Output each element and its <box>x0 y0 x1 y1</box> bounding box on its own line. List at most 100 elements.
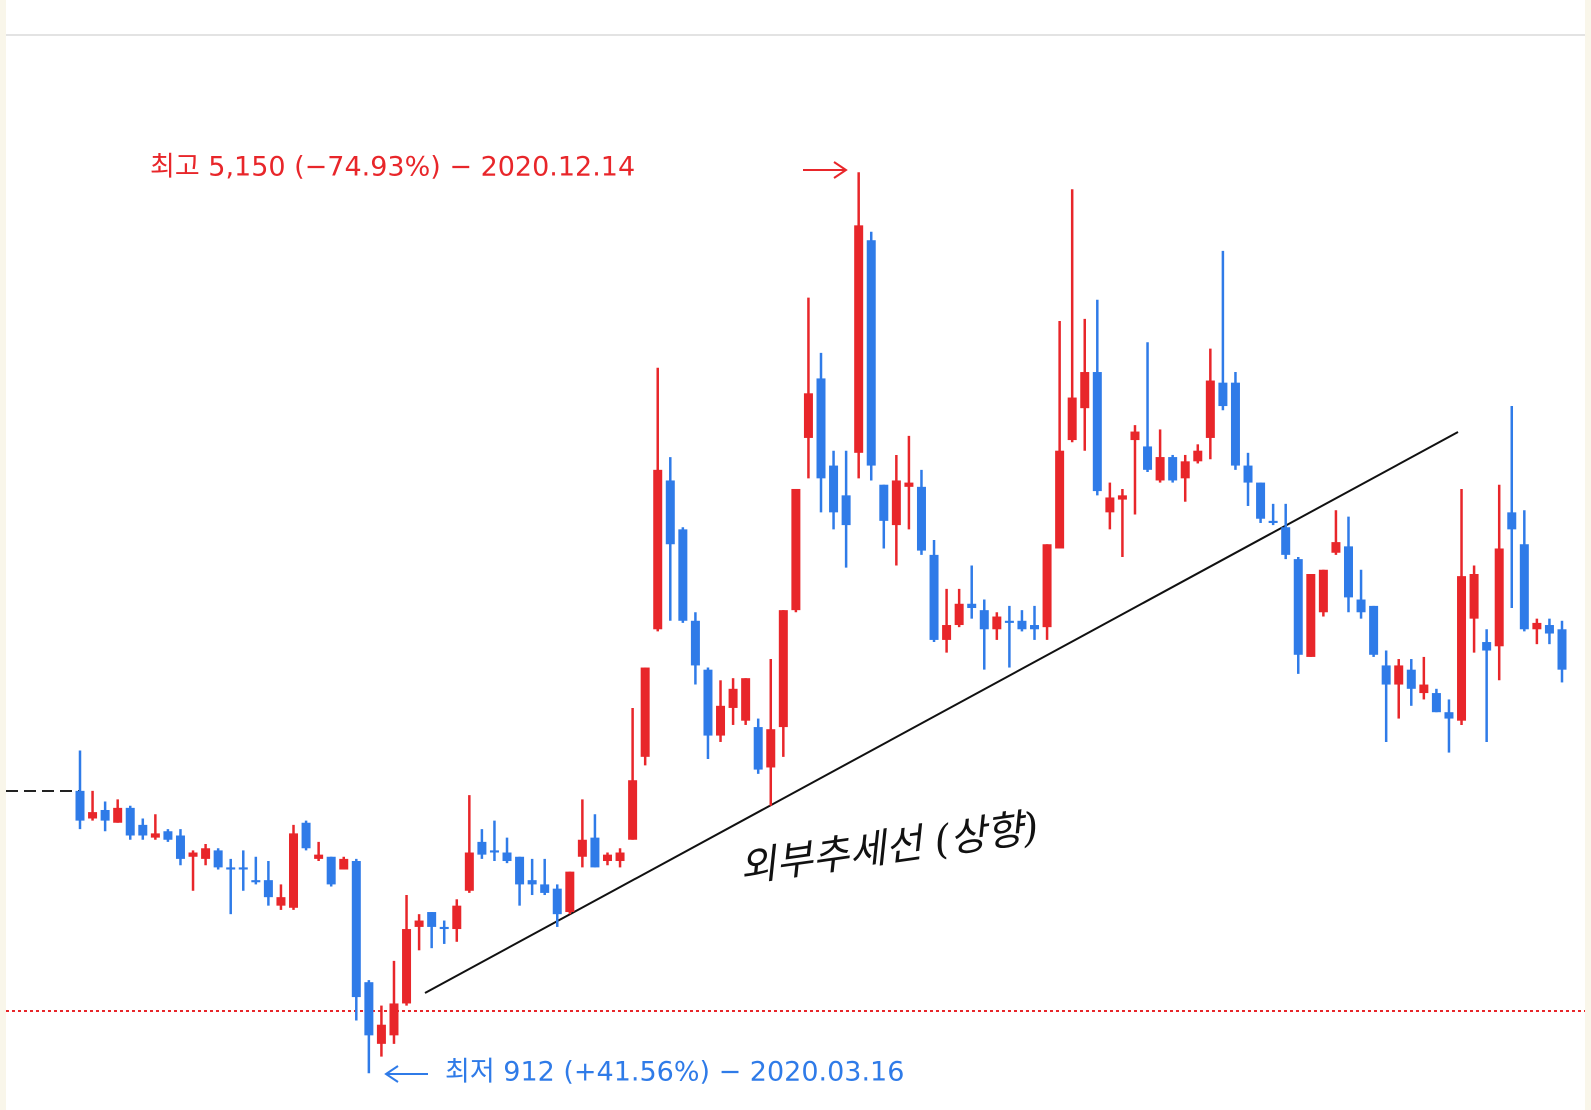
candle-body <box>1356 599 1366 613</box>
candle-body <box>916 486 926 551</box>
candle-body <box>251 880 261 883</box>
candle-body <box>125 807 135 836</box>
candle-body <box>640 667 650 757</box>
candle-body <box>816 378 826 479</box>
candle-body <box>213 850 223 868</box>
candle-body <box>791 488 801 611</box>
candle-body <box>929 554 939 640</box>
candle-body <box>653 469 663 630</box>
candle-body <box>1017 620 1027 630</box>
candle-body <box>690 620 700 666</box>
candle-body <box>1444 712 1454 719</box>
candle-body <box>1143 446 1153 470</box>
candle-body <box>1256 482 1266 519</box>
candle-body <box>1080 372 1090 409</box>
high-annotation: 최고 5,150 (−74.93%) − 2020.12.14 <box>150 152 635 183</box>
candle-body <box>527 880 537 885</box>
candle-body <box>351 861 361 998</box>
candle-body <box>992 616 1002 630</box>
candle-body <box>728 688 738 708</box>
candle-body <box>150 833 160 838</box>
candle-body <box>188 852 198 857</box>
candle-body <box>1117 495 1127 500</box>
candle-body <box>1268 520 1278 523</box>
candle-body <box>326 856 336 885</box>
candle-body <box>1168 457 1178 481</box>
candle-body <box>464 852 474 891</box>
candle-body <box>515 856 525 885</box>
candle-body <box>1293 559 1303 655</box>
candle-body <box>389 1003 399 1036</box>
candle-body <box>402 929 412 1004</box>
candles <box>75 172 1567 1074</box>
candle-body <box>226 867 236 870</box>
candle-body <box>1205 380 1215 438</box>
candle-body <box>100 809 110 821</box>
candle-body <box>854 225 864 453</box>
candle-body <box>1030 625 1040 630</box>
candle-body <box>75 790 85 821</box>
candle-body <box>1130 431 1140 441</box>
candle-body <box>314 854 324 859</box>
candle-body <box>364 982 374 1036</box>
candle-body <box>602 854 612 862</box>
candle-body <box>1155 457 1165 481</box>
candle-body <box>540 884 550 893</box>
candle-body <box>1343 546 1353 598</box>
candle-body <box>678 529 688 621</box>
candle-body <box>552 888 562 915</box>
candle-body <box>1055 450 1065 549</box>
candle-body <box>829 465 839 513</box>
candle-body <box>1318 569 1328 613</box>
candle-body <box>942 625 952 640</box>
candle-body <box>175 835 185 859</box>
candle-body <box>1067 397 1077 441</box>
candle-body <box>1406 669 1416 689</box>
candle-body <box>1281 527 1291 555</box>
candle-body <box>339 858 349 870</box>
candle-body <box>803 393 813 438</box>
candle-body <box>1557 629 1567 670</box>
candle-body <box>1469 574 1479 619</box>
candle-body <box>1494 548 1504 647</box>
low-annotation: 최저 912 (+41.56%) − 2020.03.16 <box>445 1057 904 1088</box>
candle-body <box>716 705 726 736</box>
candle-body <box>703 669 713 736</box>
candle-body <box>565 871 575 913</box>
candle-body <box>778 610 788 728</box>
candle-body <box>301 822 311 849</box>
candle-body <box>414 920 424 927</box>
candle-body <box>753 727 763 770</box>
candle-body <box>1381 665 1391 685</box>
candle-body <box>1105 497 1115 513</box>
candle-body <box>1369 605 1379 655</box>
candle-body <box>201 848 211 859</box>
candle-body <box>88 812 98 819</box>
candle-body <box>1193 450 1203 462</box>
candle-body <box>1532 622 1542 630</box>
candle-body <box>615 852 625 862</box>
candle-body <box>904 482 914 487</box>
candle-body <box>427 912 437 927</box>
candle-body <box>439 926 449 930</box>
candle-body <box>577 839 587 857</box>
candle-body <box>766 729 776 768</box>
candle-body <box>276 897 286 906</box>
candle-body <box>1431 693 1441 713</box>
low-arrow <box>384 1065 428 1083</box>
candle-body <box>477 841 487 855</box>
candle-body <box>665 480 675 545</box>
candle-body <box>263 880 273 898</box>
candle-body <box>1230 382 1240 466</box>
candle-body <box>967 603 977 609</box>
candle-body <box>741 678 751 721</box>
candle-body <box>138 824 148 836</box>
candle-body <box>1457 576 1467 721</box>
candle-body <box>376 1024 386 1044</box>
candle-body <box>1331 542 1341 553</box>
candle-body <box>1243 465 1253 483</box>
candle-body <box>1482 642 1492 651</box>
candle-body <box>489 850 499 853</box>
